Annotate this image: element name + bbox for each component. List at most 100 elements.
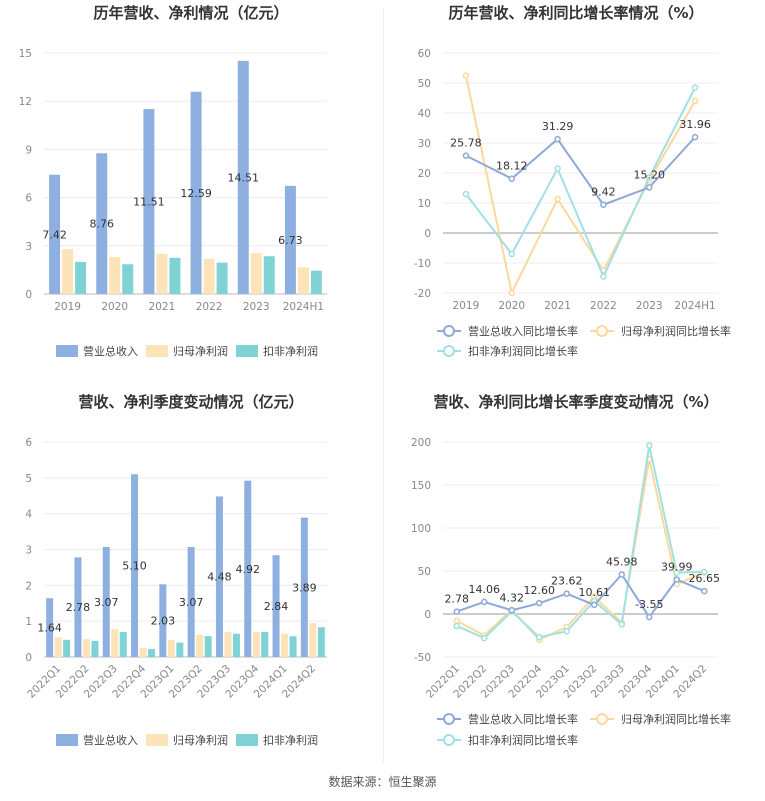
x-tick-label: 2019 [453,300,480,312]
bar-revenue [215,496,223,657]
bar-value-label: 3.07 [179,596,204,609]
series-point [508,175,515,182]
y-tick-label: 9 [25,144,32,156]
bar-deducted-net-profit [232,633,240,657]
annual-revenue-profit-chart: 历年营收、净利情况（亿元） 0 3 6 9 12 15 7.42 2019 8.76 2020 11.… [0,0,383,370]
series-line [464,75,696,297]
legend-swatch [56,345,78,357]
bar-deducted-net-profit [216,262,228,294]
x-tick-label: 2020 [101,301,128,313]
panel-divider [383,8,384,763]
y-tick-label: 30 [418,138,431,150]
bar-deducted-net-profit [176,642,184,657]
y-tick-label: 3 [25,545,32,557]
bar-value-label: 7.42 [42,228,67,241]
y-tick-label: 2 [25,580,32,592]
legend-swatch [146,345,168,357]
x-tick-label: 2021 [149,301,176,313]
y-tick-label: 1 [25,616,32,628]
y-tick-label: 4 [25,509,32,521]
chart-title: 历年营收、净利同比增长率情况（%） [448,4,703,22]
y-tick-label: 50 [418,78,431,90]
point-value-label: 14.06 [469,583,501,596]
y-tick-label: 100 [411,523,431,535]
point-value-label: 2.78 [445,593,470,606]
legend-label: 营业总收入 [83,733,138,747]
bar-value-label: 5.10 [122,560,147,573]
bar-net-profit [109,257,121,294]
series-point [554,135,561,143]
y-tick-label: 15 [19,48,32,60]
bar-revenue [74,557,82,657]
bar-deducted-net-profit [91,640,99,657]
y-tick-label: 150 [411,480,431,492]
bar-net-profit [309,622,317,657]
point-value-label: 31.29 [542,120,574,133]
series-point [563,627,570,635]
y-tick-label: 6 [25,437,32,449]
series-point [701,568,708,576]
y-tick-label: -50 [414,652,431,664]
bar-net-profit [252,631,260,657]
bar-value-label: 2.84 [264,600,289,613]
series-point [536,599,543,607]
bar-deducted-net-profit [261,631,269,657]
point-value-label: 23.62 [551,575,583,588]
bar-revenue [300,517,308,657]
annual-revenue-profit-svg: 历年营收、净利情况（亿元） 0 3 6 9 12 15 7.42 2019 8.76 2020 11.… [19,4,327,358]
bar-net-profit [139,648,147,657]
bar-value-label: 2.78 [66,601,91,614]
series-point [453,622,460,630]
legend-swatch [236,345,258,357]
y-tick-label: 6 [25,193,32,205]
bar-net-profit [62,249,74,294]
y-tick-label: 5 [25,473,32,485]
bar-deducted-net-profit [263,256,275,294]
bar-net-profit [250,253,262,294]
y-tick-label: 12 [19,96,32,108]
point-value-label: 45.98 [606,555,638,568]
bar-revenue [96,153,108,294]
legend-marker [596,713,608,725]
y-tick-label: 0 [424,228,431,240]
quarterly-revenue-profit-chart: 营收、净利季度变动情况（亿元） 0 1 2 3 4 5 6 1.64 2022Q1 2.78 2022… [0,383,383,768]
x-tick-label: 2022 [196,301,223,313]
point-value-label: 9.42 [591,186,616,199]
bar-deducted-net-profit [204,636,212,657]
bar-net-profit [297,267,309,294]
series-point [691,97,699,105]
bar-revenue [237,60,249,294]
bar-net-profit [224,631,232,657]
bar-value-label: 3.07 [94,596,119,609]
bar-revenue [190,91,202,294]
series-point [453,608,460,615]
point-value-label: 39.99 [661,561,693,574]
x-tick-label: 2021 [544,300,571,312]
series-point [462,190,470,198]
series-point [508,289,515,297]
legend-swatch [236,734,258,746]
series-point [481,634,488,642]
series-line [456,458,705,642]
bar-revenue [102,546,110,657]
series-point [508,607,515,614]
bar-net-profit [54,637,62,657]
bar-revenue [159,584,167,657]
bar-revenue [143,109,155,295]
bar-revenue [187,546,195,657]
legend-swatch [146,734,168,746]
series-point [646,442,653,449]
data-source-footer: 数据来源：恒生聚源 [328,775,437,789]
series-point [673,576,680,583]
series-point [536,633,543,641]
bar-deducted-net-profit [122,264,134,294]
bar-value-label: 4.92 [236,563,261,576]
point-value-label: 25.78 [450,137,482,150]
series-point [673,569,680,576]
x-tick-label: 2024H1 [674,300,715,312]
legend-label: 营业总收入同比增长率 [468,712,578,726]
legend-label: 扣非净利润 [263,344,318,358]
bar-deducted-net-profit [63,639,71,657]
series-point [554,195,561,203]
point-value-label: 26.65 [689,572,721,585]
